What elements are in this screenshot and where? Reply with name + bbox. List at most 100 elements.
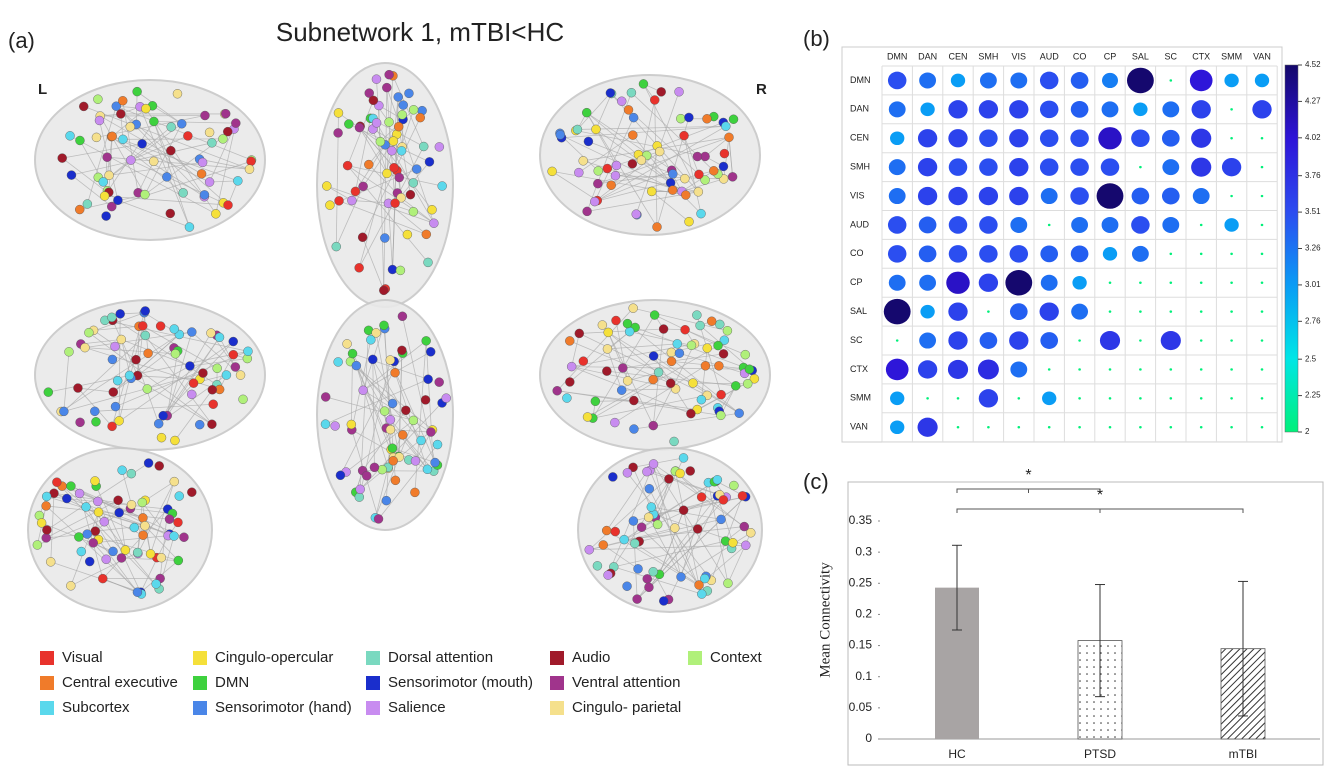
node <box>108 132 117 141</box>
node <box>155 461 164 470</box>
matrix-cell <box>1133 103 1147 117</box>
matrix-cell <box>1005 270 1032 295</box>
node <box>412 165 421 174</box>
matrix-cell <box>1161 331 1181 350</box>
node <box>582 108 591 117</box>
node <box>331 421 340 430</box>
node <box>207 138 216 147</box>
node <box>205 128 214 137</box>
node <box>679 506 688 515</box>
significance-label: * <box>1025 467 1031 484</box>
legend-swatch <box>193 651 207 665</box>
node <box>233 176 242 185</box>
node <box>693 525 702 534</box>
panel-label: (c) <box>803 469 829 494</box>
node <box>166 146 175 155</box>
node <box>102 555 111 564</box>
node <box>697 395 706 404</box>
node <box>598 321 607 330</box>
colorbar-tick-label: 2 <box>1305 427 1310 436</box>
matrix-cell <box>979 245 998 263</box>
legend-swatch <box>40 651 54 665</box>
node <box>670 524 679 533</box>
matrix-cell <box>1230 253 1233 255</box>
node <box>395 173 404 182</box>
matrix-cell <box>1102 217 1119 233</box>
node <box>629 396 638 405</box>
node <box>343 339 352 348</box>
node <box>245 165 254 174</box>
node <box>167 122 176 131</box>
column-label: SMH <box>978 51 998 61</box>
matrix-cell <box>1009 158 1028 176</box>
node <box>697 493 706 502</box>
node <box>721 122 730 131</box>
node <box>724 133 733 142</box>
node <box>701 361 710 370</box>
node <box>723 326 732 335</box>
node <box>657 87 666 96</box>
node <box>728 172 737 181</box>
node <box>629 425 638 434</box>
colorbar-tick-label: 2.25 <box>1305 391 1321 400</box>
node <box>79 102 88 111</box>
matrix-cell <box>1162 130 1180 147</box>
node <box>623 582 632 591</box>
node <box>143 384 152 393</box>
figure: (a) Subnetwork 1, mTBI<HC L R (b) (c) Vi… <box>0 0 1324 766</box>
node <box>100 517 109 526</box>
node <box>386 415 395 424</box>
node <box>647 187 656 196</box>
node <box>426 428 435 437</box>
node <box>95 116 104 125</box>
node <box>416 113 425 122</box>
node <box>85 557 94 566</box>
matrix-cell <box>886 359 909 381</box>
node <box>606 88 615 97</box>
node <box>611 171 620 180</box>
node <box>140 190 149 199</box>
node <box>630 539 639 548</box>
matrix-cell <box>1018 426 1021 428</box>
node <box>205 178 214 187</box>
node <box>693 152 702 161</box>
y-axis-label: Mean Connectivity <box>817 562 833 678</box>
row-label: SMM <box>850 393 871 403</box>
column-label: DAN <box>918 51 937 61</box>
matrix-cell <box>1261 426 1264 428</box>
node <box>154 419 163 428</box>
node <box>667 357 676 366</box>
matrix-cell <box>949 245 968 263</box>
node <box>702 114 711 123</box>
node <box>628 159 637 168</box>
matrix-cell <box>1261 253 1264 255</box>
node <box>433 440 442 449</box>
y-tick-label: 0.25 <box>849 575 873 589</box>
node <box>126 122 135 131</box>
legend-swatch <box>550 676 564 690</box>
matrix-cell <box>1230 108 1233 110</box>
node <box>639 79 648 88</box>
node <box>573 125 582 134</box>
matrix-cell <box>1040 302 1059 320</box>
legend-swatch <box>366 676 380 690</box>
matrix-cell <box>1261 195 1264 197</box>
node <box>673 339 682 348</box>
matrix-cell <box>1230 368 1233 370</box>
matrix-cell <box>1139 426 1142 428</box>
node <box>409 105 418 114</box>
x-tick-label: PTSD <box>1084 747 1116 761</box>
node <box>565 377 574 386</box>
node <box>659 325 668 334</box>
node <box>66 131 75 140</box>
matrix-cell <box>1162 159 1179 175</box>
node <box>64 347 73 356</box>
node <box>115 508 124 517</box>
node <box>130 523 139 532</box>
matrix-cell <box>888 216 907 234</box>
node <box>92 133 101 142</box>
node <box>334 357 343 366</box>
node <box>113 196 122 205</box>
legend-label: Sensorimotor (mouth) <box>388 674 533 691</box>
node <box>676 469 685 478</box>
